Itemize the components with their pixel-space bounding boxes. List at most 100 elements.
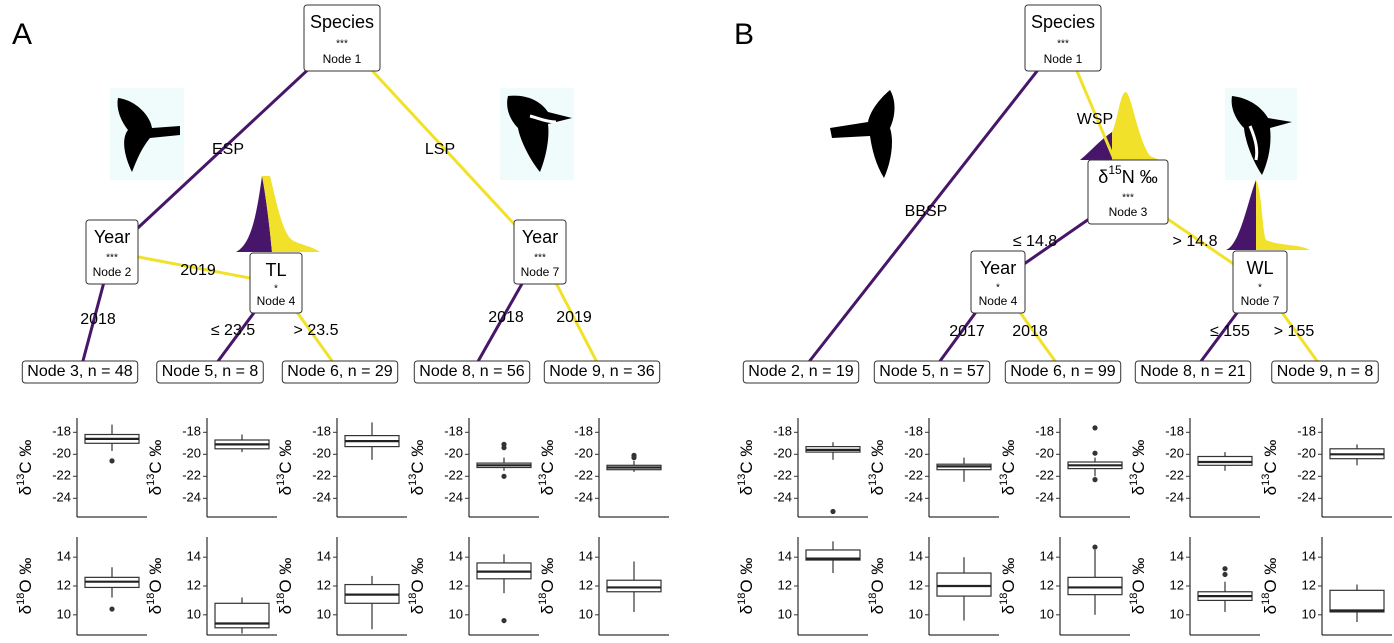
y-axis-label: δ18O ‰ — [867, 558, 888, 615]
outlier — [1222, 572, 1227, 577]
y-tick-label: -20 — [182, 446, 201, 461]
y-tick-label: 14 — [57, 549, 71, 564]
outlier — [501, 474, 506, 479]
y-tick-label: 10 — [1170, 606, 1184, 621]
box — [937, 573, 991, 596]
outlier — [1222, 566, 1227, 571]
node-stars: * — [1258, 283, 1262, 294]
label-part: 18 — [15, 593, 27, 605]
label-part: C ‰ — [1129, 440, 1148, 474]
y-axis-label: δ18O ‰ — [145, 558, 166, 615]
terminal-label: Node 9, n = 8 — [1277, 363, 1374, 380]
y-axis-label: δ13C ‰ — [407, 440, 428, 496]
label-part: C ‰ — [1261, 440, 1280, 474]
label-part: δ — [1129, 605, 1148, 614]
y-tick-label: 14 — [449, 549, 463, 564]
y-tick-label: 10 — [1040, 606, 1054, 621]
label-part: C ‰ — [16, 440, 35, 474]
node-id: Node 7 — [521, 265, 560, 279]
label-part: δ — [737, 486, 756, 495]
y-axis-label: δ18O ‰ — [15, 558, 36, 615]
label-part: 15 — [1108, 163, 1122, 177]
node-label: WL — [1247, 258, 1274, 278]
node-stars: * — [996, 283, 1000, 294]
label-part: δ — [1098, 167, 1108, 187]
outlier — [501, 445, 506, 450]
edge-label: 2017 — [949, 323, 985, 340]
outlier — [1092, 544, 1097, 549]
density-shape — [1226, 180, 1256, 250]
y-tick-label: 10 — [57, 606, 71, 621]
label-part: 13 — [275, 474, 287, 486]
y-tick-label: 10 — [317, 606, 331, 621]
y-tick-label: -22 — [182, 468, 201, 483]
y-tick-label: -24 — [52, 490, 71, 505]
node-id: Node 1 — [323, 52, 362, 66]
label-part: C ‰ — [538, 440, 557, 474]
label-part: O ‰ — [868, 558, 887, 593]
density-shape — [1112, 92, 1160, 160]
label-part: δ — [16, 486, 35, 495]
y-tick-label: 12 — [187, 577, 201, 592]
label-part: C ‰ — [737, 440, 756, 474]
label-part: C ‰ — [999, 440, 1018, 474]
label-part: N ‰ — [1122, 167, 1158, 187]
y-tick-label: -20 — [52, 446, 71, 461]
label-part: 13 — [998, 474, 1010, 486]
edge-label: ESP — [212, 141, 244, 158]
label-part: δ — [538, 486, 557, 495]
y-tick-label: -18 — [773, 424, 792, 439]
y-tick-label: -24 — [574, 490, 593, 505]
y-tick-label: 12 — [1040, 577, 1054, 592]
y-tick-label: -24 — [1297, 490, 1316, 505]
y-tick-label: -22 — [444, 468, 463, 483]
y-axis-label: δ18O ‰ — [998, 558, 1019, 615]
label-part: δ — [16, 605, 35, 614]
y-tick-label: -18 — [1165, 424, 1184, 439]
y-tick-label: 12 — [909, 577, 923, 592]
y-axis-label: δ13C ‰ — [867, 440, 888, 496]
y-axis-label: δ13C ‰ — [736, 440, 757, 496]
edge-label: ≤ 23.5 — [211, 322, 255, 339]
label-part: 18 — [867, 593, 879, 605]
box — [1068, 577, 1122, 594]
label-part: C ‰ — [276, 440, 295, 474]
edge-label: WSP — [1077, 111, 1113, 128]
y-tick-label: -24 — [1165, 490, 1184, 505]
label-part: O ‰ — [538, 558, 557, 593]
y-axis-label: δ18O ‰ — [736, 558, 757, 615]
label-part: O ‰ — [16, 558, 35, 593]
y-tick-label: 10 — [579, 606, 593, 621]
label-part: C ‰ — [146, 440, 165, 474]
y-tick-label: 12 — [57, 577, 71, 592]
y-tick-label: -20 — [1165, 446, 1184, 461]
node-id: Node 2 — [93, 265, 132, 279]
label-part: 18 — [407, 593, 419, 605]
label-part: δ — [276, 605, 295, 614]
y-axis-label: δ13C ‰ — [998, 440, 1019, 496]
y-tick-label: 14 — [187, 549, 201, 564]
node-id: Node 7 — [1241, 294, 1280, 308]
label-part: O ‰ — [408, 558, 427, 593]
node-stars: *** — [1122, 193, 1134, 204]
y-tick-label: 12 — [1170, 577, 1184, 592]
node-label: Year — [522, 227, 558, 247]
label-part: O ‰ — [999, 558, 1018, 593]
node-stars: *** — [534, 253, 546, 264]
label-part: δ — [999, 486, 1018, 495]
node-stars: *** — [106, 253, 118, 264]
label-part: O ‰ — [1261, 558, 1280, 593]
label-part: 18 — [537, 593, 549, 605]
label-part: δ — [999, 605, 1018, 614]
y-tick-label: -20 — [444, 446, 463, 461]
label-part: δ — [737, 605, 756, 614]
panel-label: B — [734, 18, 754, 51]
terminal-label: Node 5, n = 57 — [879, 363, 985, 380]
y-tick-label: -20 — [312, 446, 331, 461]
node-label: δ15N ‰ — [1098, 163, 1157, 187]
edge-label: 2018 — [488, 309, 524, 326]
y-tick-label: -24 — [773, 490, 792, 505]
y-tick-label: 12 — [778, 577, 792, 592]
label-part: δ — [1261, 605, 1280, 614]
density-shape — [1256, 180, 1310, 250]
